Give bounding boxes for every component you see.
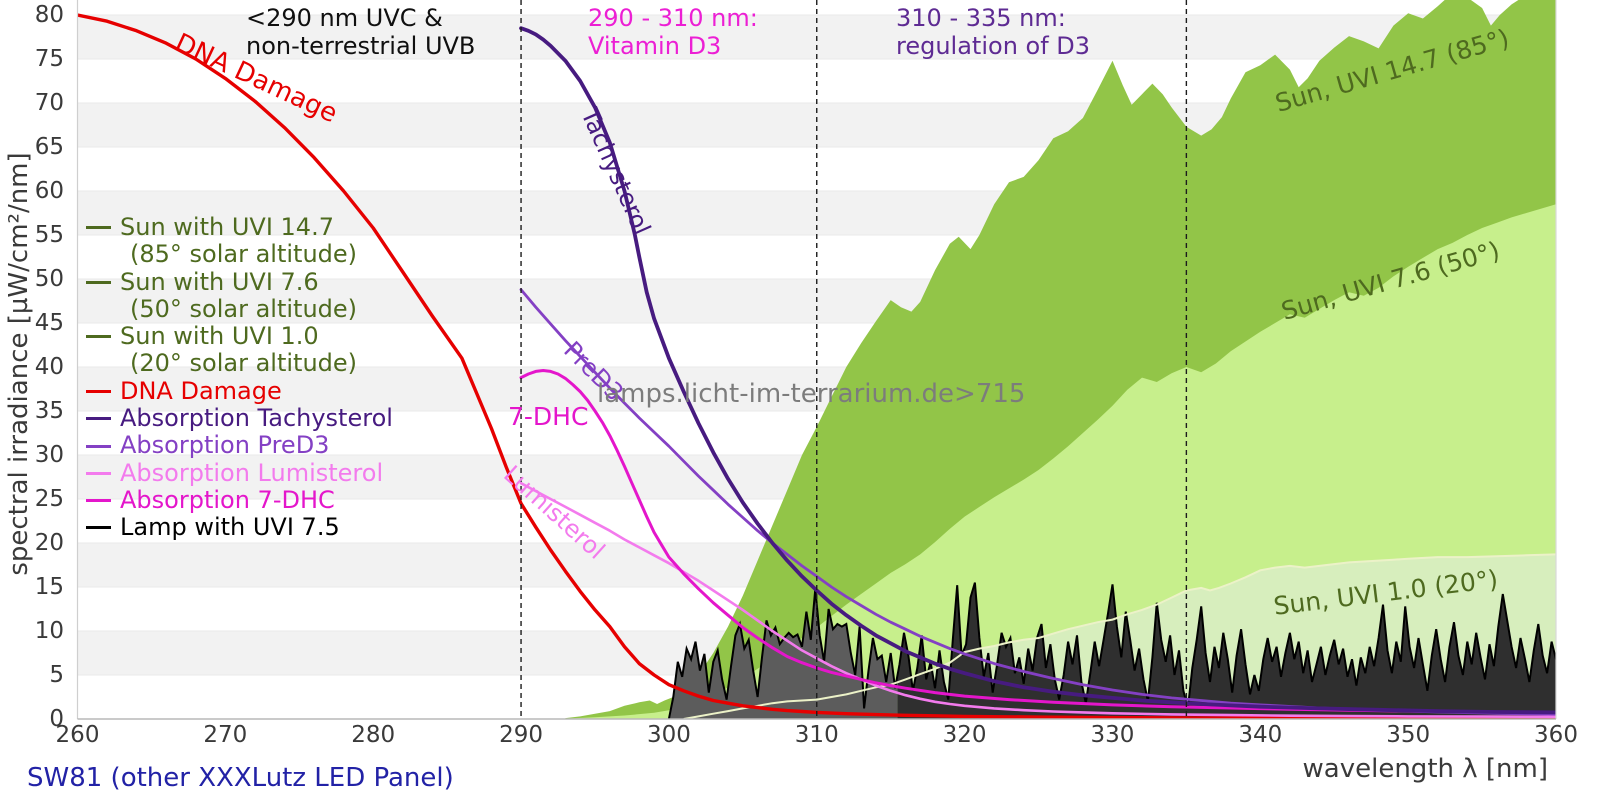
x-tick-label-280: 280 — [351, 722, 396, 748]
series-absorption-7-dhc — [519, 369, 1556, 715]
y-tick-label-20: 20 — [34, 530, 64, 556]
legend-item-lamp-with-uvi-7-5: Lamp with UVI 7.5 — [86, 513, 393, 542]
legend-item-label: DNA Damage — [120, 376, 282, 405]
annotation-regulation-d3-line1: 310 - 335 nm: — [896, 4, 1066, 32]
y-tick-label-65: 65 — [34, 134, 64, 160]
annotation-vitamin-d3-line1: 290 - 310 nm: — [588, 4, 758, 32]
x-tick-label-290: 290 — [499, 722, 543, 748]
x-tick-label-330: 330 — [1090, 722, 1135, 748]
y-tick-label-50: 50 — [34, 266, 64, 292]
legend-item-absorption-7-dhc: Absorption 7-DHC — [86, 485, 393, 514]
annotation-regulation-d3: 310 - 335 nm: regulation of D3 — [896, 4, 1090, 60]
y-tick-label-80: 80 — [34, 2, 64, 28]
legend-line-swatch — [86, 335, 111, 339]
legend-line-swatch — [86, 417, 111, 421]
legend-item-absorption-pred3: Absorption PreD3 — [86, 432, 393, 459]
annotation-uvc-line2: non-terrestrial UVB — [246, 32, 476, 60]
legend-line-swatch — [86, 444, 111, 448]
x-tick-label-300: 300 — [646, 722, 691, 748]
legend-item-label: Sun with UVI 14.7 — [120, 213, 334, 241]
legend-item-sun-with-uvi-14-7: Sun with UVI 14.7 — [86, 213, 393, 241]
legend-line-swatch — [86, 280, 111, 284]
annotation-uvc: <290 nm UVC & non-terrestrial UVB — [246, 4, 475, 60]
legend: Sun with UVI 14.7 (85° solar altitude) Sun… — [86, 213, 393, 542]
annotation-vitamin-d3: 290 - 310 nm: Vitamin D3 — [588, 4, 758, 60]
legend-line-swatch — [86, 499, 111, 503]
y-tick-label-0: 0 — [49, 706, 64, 732]
y-tick-label-30: 30 — [34, 442, 64, 468]
series-sun-uvi-1-0-edge — [683, 553, 1556, 719]
x-axis-label: wavelength λ [nm] — [1302, 754, 1548, 784]
legend-line-swatch — [86, 389, 111, 393]
series-absorption-tachysterol — [519, 26, 1556, 715]
x-tick-label-360: 360 — [1534, 722, 1578, 748]
series-absorption-lumisterol — [519, 481, 1556, 719]
y-tick-label-25: 25 — [34, 486, 64, 512]
legend-item-sublabel: (20° solar altitude) — [130, 349, 358, 378]
legend-item-absorption-lumisterol: Absorption Lumisterol — [86, 458, 393, 487]
annotation-regulation-d3-line2: regulation of D3 — [896, 32, 1091, 60]
legend-item-label: Lamp with UVI 7.5 — [120, 513, 340, 542]
legend-line-swatch — [86, 526, 111, 530]
legend-item-label: Sun with UVI 7.6 — [120, 267, 319, 296]
y-tick-label-15: 15 — [34, 574, 64, 600]
legend-item-sublabel: (85° solar altitude) — [130, 240, 358, 269]
legend-item-label: Absorption Tachysterol — [120, 404, 393, 433]
x-tick-label-340: 340 — [1238, 722, 1283, 748]
annotation-uvc-line1: <290 nm UVC & — [246, 4, 443, 32]
legend-item-sun-with-uvi-7-6: Sun with UVI 7.6 — [86, 267, 393, 296]
legend-item-label: Absorption Lumisterol — [120, 458, 384, 487]
legend-item-sun-with-uvi-1-0: Sun with UVI 1.0 — [86, 322, 393, 351]
series-absorption-pred3 — [519, 288, 1556, 716]
x-tick-label-270: 270 — [203, 722, 248, 748]
y-tick-label-10: 10 — [34, 618, 64, 644]
x-tick-label-260: 260 — [55, 722, 100, 748]
x-tick-label-320: 320 — [942, 722, 987, 748]
y-tick-label-70: 70 — [34, 90, 64, 116]
legend-item-label: Sun with UVI 1.0 — [120, 322, 319, 351]
y-tick-label-55: 55 — [34, 222, 64, 248]
y-tick-label-45: 45 — [34, 310, 64, 336]
legend-line-swatch — [86, 226, 111, 230]
y-tick-label-75: 75 — [34, 46, 64, 72]
watermark: lamps.licht-im-terrarium.de>715 — [597, 379, 1026, 409]
series-dna-damage — [77, 13, 1556, 719]
curve-label-7dhc: 7-DHC — [508, 402, 589, 431]
footer-note: SW81 (other XXXLutz LED Panel) — [27, 763, 454, 793]
legend-line-swatch — [86, 471, 111, 475]
y-tick-label-5: 5 — [49, 662, 64, 688]
x-tick-label-350: 350 — [1386, 722, 1431, 748]
legend-item-absorption-tachysterol: Absorption Tachysterol — [86, 404, 393, 433]
legend-item-label: Absorption 7-DHC — [120, 485, 335, 514]
annotation-vitamin-d3-line2: Vitamin D3 — [588, 32, 722, 60]
y-tick-label-60: 60 — [34, 178, 64, 204]
legend-item-dna-damage: DNA Damage — [86, 376, 393, 405]
legend-item-label: Absorption PreD3 — [120, 431, 330, 460]
legend-item-sublabel: (50° solar altitude) — [130, 294, 358, 323]
y-tick-label-40: 40 — [34, 354, 64, 380]
x-tick-label-310: 310 — [794, 722, 839, 748]
y-tick-label-35: 35 — [34, 398, 64, 424]
